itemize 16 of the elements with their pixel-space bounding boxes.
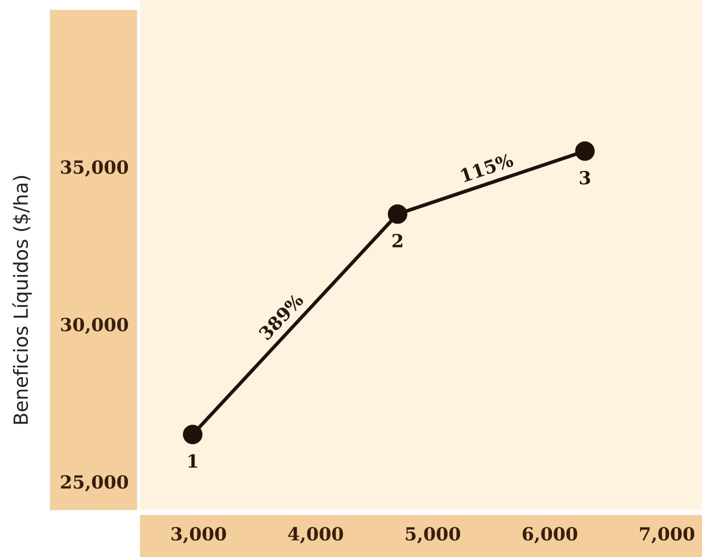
- point: [388, 204, 408, 224]
- point: [182, 424, 202, 444]
- x-tick-label: 5,000: [406, 526, 460, 544]
- annotation: 3: [580, 170, 590, 185]
- x-tick-label: 3,000: [172, 526, 226, 544]
- x-tick-label: 6,000: [522, 526, 578, 544]
- annotation: 115%: [460, 152, 514, 182]
- annotation: 2: [392, 234, 402, 248]
- y-tick-label: 25,000: [60, 475, 128, 492]
- y-tick-label: 35,000: [61, 160, 128, 177]
- x-tick-label: 7,000: [640, 526, 694, 544]
- point: [575, 141, 595, 161]
- x-tick-label: 4,000: [288, 526, 344, 544]
- y-tick-label: 30,000: [61, 318, 128, 334]
- y-axis-title: Beneficios Líquidos ($/ha): [12, 176, 32, 424]
- annotation: 1: [188, 454, 198, 468]
